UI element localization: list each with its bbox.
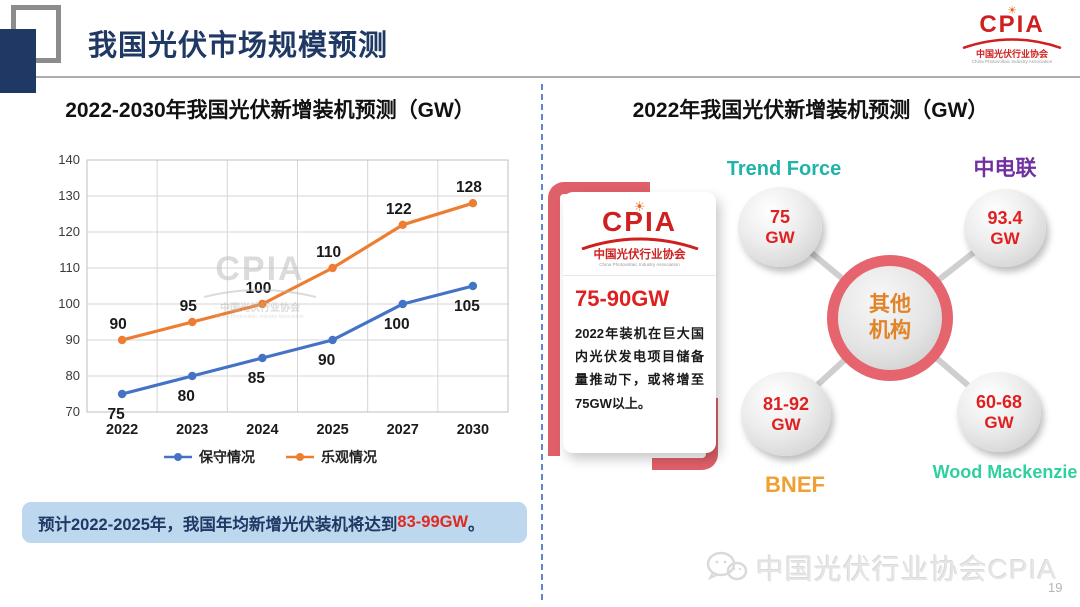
page-number: 19 [1048, 580, 1063, 595]
note-suffix: 。 [468, 515, 485, 534]
org-label-bnef: BNEF [765, 472, 825, 497]
cpia-forecast-body-text: 2022年装机在巨大国内光伏发电项目储备量推动下，或将增至75GW以上。 [575, 325, 704, 411]
legend-marker [286, 453, 314, 461]
cpia-logo-org-cn: 中国光伏行业协会 [975, 49, 1048, 59]
header-decoration-navy-square [0, 29, 36, 93]
svg-text:140: 140 [58, 152, 80, 167]
svg-text:105: 105 [454, 298, 480, 315]
svg-text:122: 122 [386, 201, 412, 218]
page-title: 我国光伏市场规模预测 [88, 30, 389, 62]
card-separator [563, 274, 716, 276]
cpia-logo-word: CPIA [602, 206, 677, 237]
svg-text:2030: 2030 [457, 422, 489, 438]
svg-text:70: 70 [66, 404, 80, 419]
svg-text:100: 100 [58, 296, 80, 311]
svg-text:100: 100 [384, 316, 410, 333]
sun-burst-icon: ☀ [633, 199, 646, 214]
center-label-line2: 机构 [869, 319, 911, 342]
svg-text:2024: 2024 [246, 422, 278, 438]
cpia-logo-org-cn: 中国光伏行业协会 [593, 249, 686, 261]
sun-burst-icon: ☀ [1007, 5, 1017, 17]
svg-text:95: 95 [180, 298, 198, 315]
org-label-trend-force: Trend Force [726, 158, 842, 180]
value-bubble-zhongdianlian: 93.4 GW [964, 189, 1046, 267]
right-diagram-title: 2022年我国光伏新增装机预测（GW） [632, 99, 989, 122]
svg-text:2025: 2025 [316, 422, 348, 438]
note-text: 预计2022-2025年，我国年均新增光伏装机将达到 [38, 515, 398, 534]
line-chart: 70 80 90 100 110 120 130 140 2022 2023 2024 2025 202… [58, 152, 509, 438]
note-highlight: 83-99GW [397, 513, 469, 531]
cpia-logo-org-en: China Photovoltaic Industry Association [599, 261, 680, 268]
card-red-bracket-top-left [548, 182, 650, 456]
cpia-logo-arc [962, 38, 1062, 49]
svg-text:110: 110 [59, 260, 80, 275]
svg-text:128: 128 [456, 179, 482, 196]
bubble-unit: GW [984, 412, 1014, 432]
forecast-note: 预计2022-2025年，我国年均新增光伏装机将达到 83-99GW。 [22, 502, 527, 543]
bubble-unit: GW [771, 414, 801, 434]
bubble-value: 93.4 [987, 207, 1023, 228]
value-bubble-trend-force: 75 GW [738, 187, 822, 267]
cpia-logo-arc [581, 237, 698, 250]
svg-text:80: 80 [178, 388, 195, 405]
bubble-value: 81-92 [762, 393, 810, 414]
footer-watermark-text: 中国光伏行业协会CPIA [756, 554, 1058, 585]
svg-text:2023: 2023 [176, 422, 208, 438]
cpia-logo: ☀ CPIA 中国光伏行业协会 China Photovoltaic Indus… [952, 6, 1072, 65]
panel-divider-dashed-line [541, 84, 543, 600]
wechat-icon [706, 551, 748, 581]
cpia-card-logo: ☀ CPIA 中国光伏行业协会 China Photovoltaic Indus… [563, 192, 716, 268]
bubble-value: 75 [769, 206, 791, 227]
svg-text:80: 80 [66, 368, 80, 383]
svg-text:85: 85 [248, 370, 266, 387]
value-bubble-wood-mackenzie: 60-68 GW [957, 372, 1041, 452]
legend-item: 乐观情况 [285, 447, 377, 467]
center-label-line1: 其他 [869, 292, 911, 316]
header-divider-line [36, 76, 1080, 78]
svg-text:90: 90 [318, 352, 335, 369]
org-label-wood-mackenzie: Wood Mackenzie [932, 462, 1078, 482]
svg-text:90: 90 [109, 316, 126, 333]
center-circle-other-orgs: 其他 机构 [827, 255, 953, 381]
cpia-logo-org-en: China Photovoltaic Industry Association [971, 59, 1053, 65]
svg-text:2022: 2022 [106, 422, 138, 438]
legend-marker [164, 453, 192, 461]
bubble-unit: GW [990, 228, 1020, 248]
svg-text:75: 75 [107, 406, 125, 423]
svg-text:110: 110 [316, 244, 341, 261]
cpia-logo-word: CPIA [979, 11, 1045, 38]
bubble-value: 60-68 [975, 391, 1023, 412]
legend-item: 保守情况 [163, 447, 255, 467]
svg-text:2027: 2027 [387, 422, 419, 438]
svg-text:100: 100 [245, 280, 271, 297]
svg-text:130: 130 [58, 188, 80, 203]
svg-text:120: 120 [58, 224, 80, 239]
left-chart-title: 2022-2030年我国光伏新增装机预测（GW） [65, 99, 475, 122]
value-bubble-bnef: 81-92 GW [741, 372, 831, 456]
legend-label: 乐观情况 [321, 449, 377, 465]
cpia-forecast-card: ☀ CPIA 中国光伏行业协会 China Photovoltaic Indus… [563, 192, 716, 453]
bubble-unit: GW [765, 227, 795, 247]
chart-legend: 保守情况 乐观情况 [0, 447, 540, 467]
footer-watermark: 中国光伏行业协会CPIA [706, 548, 1057, 588]
cpia-forecast-range: 75-90GW [575, 285, 670, 311]
svg-text:90: 90 [66, 332, 80, 347]
org-label-zhongdianlian: 中电联 [973, 157, 1037, 180]
legend-label: 保守情况 [199, 449, 255, 465]
